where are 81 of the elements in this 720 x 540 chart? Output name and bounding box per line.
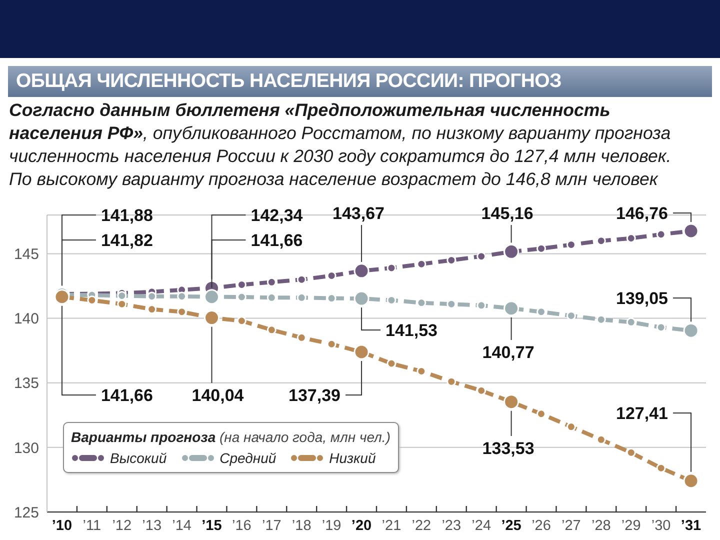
x-tick-label: ’20 <box>351 518 372 534</box>
x-tick-label: ’12 <box>112 518 132 534</box>
point <box>446 376 456 386</box>
x-tick-label: ’30 <box>651 518 671 534</box>
legend-title: Варианты прогноза (на начало года, млн чел.) <box>71 429 390 445</box>
data-label: 145,16 <box>481 204 534 224</box>
data-label: 141,53 <box>386 321 438 340</box>
point <box>536 244 546 254</box>
point <box>656 322 666 332</box>
point <box>596 236 606 246</box>
point <box>416 259 426 269</box>
point <box>446 299 456 309</box>
x-tick-label: ’24 <box>472 518 492 534</box>
y-tick-label: 125 <box>14 504 39 522</box>
chart-title: ОБЩАЯ ЧИСЛЕННОСТЬ НАСЕЛЕНИЯ РОССИИ: ПРОГНОЗ <box>8 66 712 97</box>
point <box>626 448 636 458</box>
legend-label: Низкий <box>329 450 376 466</box>
x-tick-label: ’19 <box>322 518 342 534</box>
data-label: 137,39 <box>288 386 341 406</box>
data-label: 140,77 <box>482 343 534 362</box>
point <box>296 332 306 342</box>
point <box>656 463 666 473</box>
point <box>117 290 127 300</box>
point <box>266 277 276 287</box>
data-label: 127,41 <box>616 404 668 424</box>
point <box>386 263 396 273</box>
point <box>476 386 486 396</box>
x-tick-label: ’27 <box>562 518 581 534</box>
point <box>566 422 576 432</box>
point <box>596 434 606 444</box>
point <box>626 317 636 327</box>
y-tick-label: 140 <box>14 310 39 328</box>
y-tick-label: 145 <box>14 246 39 264</box>
point <box>266 292 276 302</box>
point <box>536 409 546 419</box>
point <box>656 230 666 240</box>
x-tick-label: ’25 <box>501 518 522 534</box>
point <box>476 300 486 310</box>
x-tick-label: ’21 <box>382 518 402 534</box>
point <box>117 299 127 309</box>
data-label: 141,66 <box>100 386 153 406</box>
x-tick-label: ’13 <box>142 518 162 534</box>
x-tick-label: ’31 <box>680 518 702 534</box>
x-tick-label: ’15 <box>202 518 222 534</box>
data-label: 140,04 <box>192 386 244 406</box>
x-tick-label: ’14 <box>172 518 192 534</box>
x-tick-label: ’29 <box>621 518 641 534</box>
point <box>236 316 246 326</box>
x-tick-label: ’26 <box>532 518 551 534</box>
x-tick-label: ’22 <box>412 518 432 534</box>
point <box>266 325 276 335</box>
data-label: 143,67 <box>332 204 385 224</box>
x-tick-label: ’11 <box>82 518 102 534</box>
y-tick-label: 135 <box>14 375 39 392</box>
x-tick-label: ’18 <box>292 518 312 534</box>
point <box>416 366 426 376</box>
x-tick-label: ’16 <box>232 518 252 534</box>
point <box>296 292 306 302</box>
point <box>326 339 336 349</box>
point <box>296 274 306 284</box>
data-label: 141,66 <box>250 231 303 250</box>
data-label: 141,88 <box>100 206 153 226</box>
x-tick-label: ’28 <box>591 518 611 534</box>
point <box>386 358 396 368</box>
data-label: 146,76 <box>616 204 668 224</box>
data-label: 133,53 <box>482 439 534 458</box>
data-label: 141,82 <box>100 231 153 250</box>
point <box>87 295 97 305</box>
point <box>147 292 157 302</box>
x-tick-label: ’17 <box>262 518 282 534</box>
chart-subtitle: Согласно данным бюллетеня «Предположительная численность населения РФ», опубликованного Росстатом, по низкому варианту прогноза численность населения России к 2030 году сократится до 127,4 млн человек. По высокому варианту прогноза население возрастет до 146,8 млн человек <box>9 99 672 191</box>
y-tick-label: 130 <box>14 440 39 457</box>
data-label: 139,05 <box>616 289 668 308</box>
x-tick-label: ’10 <box>52 518 72 534</box>
data-label: 142,34 <box>250 206 304 226</box>
x-tick-label: ’23 <box>442 518 462 534</box>
legend-label: Высокий <box>110 450 167 466</box>
point <box>536 307 546 317</box>
point <box>476 252 486 262</box>
legend-label: Средний <box>220 450 276 466</box>
point <box>596 314 606 324</box>
